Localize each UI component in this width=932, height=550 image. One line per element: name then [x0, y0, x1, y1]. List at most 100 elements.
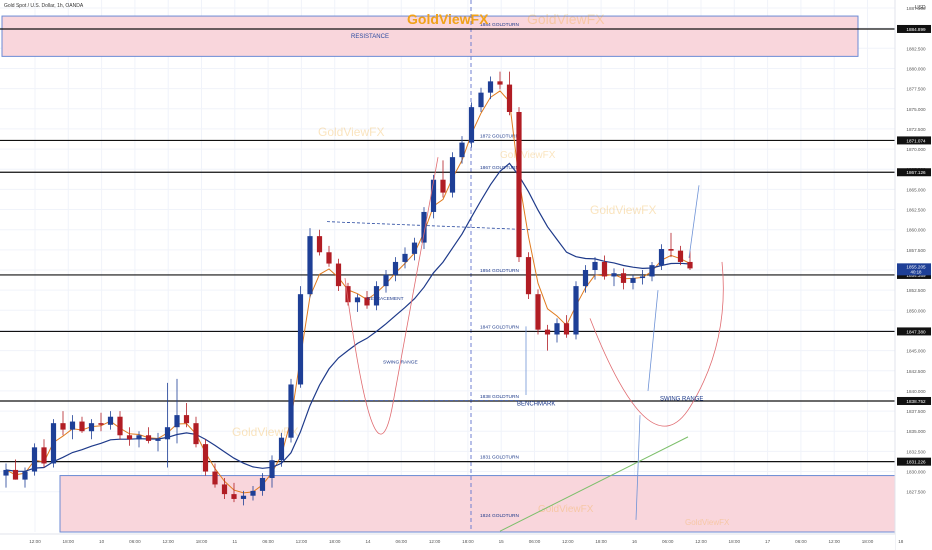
- candle-body[interactable]: [41, 447, 47, 464]
- brand-watermark-faded: GoldViewFX: [318, 125, 384, 139]
- candle-body[interactable]: [117, 416, 123, 436]
- candle-body[interactable]: [316, 236, 323, 253]
- candle-body[interactable]: [12, 469, 19, 480]
- candle-body[interactable]: [193, 423, 199, 445]
- candle-body[interactable]: [535, 294, 541, 330]
- candle-body[interactable]: [364, 297, 370, 306]
- candle-body[interactable]: [620, 273, 627, 283]
- time-tick-label: 18:00: [729, 539, 741, 544]
- price-tag-label: 1867.126: [906, 170, 926, 175]
- candle-body[interactable]: [288, 384, 294, 438]
- swing-range-label-right: SWING RANGE: [660, 397, 703, 403]
- candle-body[interactable]: [326, 252, 332, 264]
- support-zone[interactable]: [59, 475, 896, 533]
- candle-body[interactable]: [383, 274, 389, 287]
- candle-body[interactable]: [269, 460, 275, 478]
- candle-body[interactable]: [307, 236, 313, 295]
- candle-body[interactable]: [240, 495, 247, 499]
- candle-body[interactable]: [345, 286, 351, 303]
- candle-body[interactable]: [231, 494, 237, 499]
- candle-body[interactable]: [98, 423, 104, 425]
- candle-body[interactable]: [649, 265, 655, 277]
- candle-body[interactable]: [639, 276, 646, 279]
- candle-body[interactable]: [259, 477, 266, 491]
- time-tick-label: 12:00: [828, 539, 840, 544]
- candle-body[interactable]: [31, 447, 38, 472]
- candle-body[interactable]: [544, 329, 551, 335]
- candle-body[interactable]: [202, 444, 209, 472]
- candle-body[interactable]: [582, 270, 589, 287]
- candle-body[interactable]: [107, 416, 114, 425]
- time-tick-label: 12:00: [162, 539, 174, 544]
- candle-body[interactable]: [573, 286, 579, 335]
- candle-body[interactable]: [449, 157, 456, 193]
- candle-body[interactable]: [155, 439, 161, 441]
- current-price-tag: [897, 263, 931, 276]
- candle-body[interactable]: [421, 211, 427, 243]
- time-tick-label: 12:00: [29, 539, 41, 544]
- candle-body[interactable]: [183, 415, 190, 424]
- resistance-zone[interactable]: [1, 15, 859, 57]
- candle-body[interactable]: [335, 263, 342, 287]
- target-arrow: [688, 185, 700, 258]
- candle-body[interactable]: [687, 261, 693, 269]
- candle-body[interactable]: [658, 249, 665, 266]
- symbol-title[interactable]: Gold Spot / U.S. Dollar, 1h, OANDA: [4, 3, 84, 9]
- candle-body[interactable]: [373, 286, 380, 306]
- candle-body[interactable]: [459, 142, 465, 158]
- price-tag: [897, 396, 931, 405]
- candle-body[interactable]: [402, 253, 408, 262]
- candle-body[interactable]: [278, 437, 285, 461]
- candle-body[interactable]: [392, 261, 399, 275]
- candle-body[interactable]: [430, 179, 437, 212]
- candle-body[interactable]: [563, 323, 570, 335]
- candle-body[interactable]: [592, 261, 598, 270]
- candle-body[interactable]: [297, 294, 304, 385]
- candle-body[interactable]: [468, 107, 475, 143]
- price-tag-label: 1831.226: [906, 460, 926, 465]
- candle-body[interactable]: [164, 427, 171, 440]
- candle-body[interactable]: [440, 179, 446, 193]
- candle-body[interactable]: [212, 471, 218, 485]
- candle-body[interactable]: [506, 84, 513, 112]
- candle-body[interactable]: [88, 423, 95, 432]
- price-tag: [897, 136, 931, 145]
- candle-body[interactable]: [516, 111, 522, 258]
- candle-body[interactable]: [145, 435, 152, 441]
- candle-body[interactable]: [60, 423, 66, 430]
- candle-body[interactable]: [3, 469, 9, 476]
- candle-body[interactable]: [525, 257, 532, 295]
- benchmark-label: BENCHMARK: [517, 401, 555, 407]
- candle-body[interactable]: [411, 242, 418, 254]
- candle-body[interactable]: [677, 250, 684, 262]
- candle-body[interactable]: [554, 323, 560, 335]
- candle-body[interactable]: [69, 421, 76, 430]
- candle-body[interactable]: [601, 261, 608, 277]
- candle-body[interactable]: [22, 471, 28, 480]
- candle-body[interactable]: [497, 81, 503, 85]
- candle-body[interactable]: [478, 92, 484, 108]
- swing-curve-right: [589, 261, 724, 427]
- candle-body[interactable]: [630, 278, 636, 283]
- candle-body[interactable]: [611, 273, 617, 277]
- price-tick-label: 1875.000: [906, 107, 926, 112]
- time-tick-label: 06:00: [396, 539, 408, 544]
- price-tick-label: 1862.500: [906, 208, 926, 213]
- candle-body[interactable]: [136, 435, 142, 440]
- brand-watermark-faded: GoldViewFX: [538, 504, 594, 515]
- candle-body[interactable]: [221, 484, 228, 495]
- candle-body[interactable]: [126, 435, 133, 440]
- candle-body[interactable]: [668, 249, 674, 251]
- candle-body[interactable]: [250, 490, 256, 496]
- time-tick-label: 14: [365, 539, 371, 544]
- price-tick-label: 1832.500: [906, 449, 926, 454]
- candle-body[interactable]: [354, 297, 361, 303]
- currency-label[interactable]: USD: [915, 5, 926, 11]
- candle-body[interactable]: [174, 415, 180, 428]
- candle-body[interactable]: [50, 423, 57, 464]
- candle-body[interactable]: [487, 81, 494, 93]
- candle-body[interactable]: [79, 421, 85, 432]
- price-tick-label: 1872.500: [906, 127, 926, 132]
